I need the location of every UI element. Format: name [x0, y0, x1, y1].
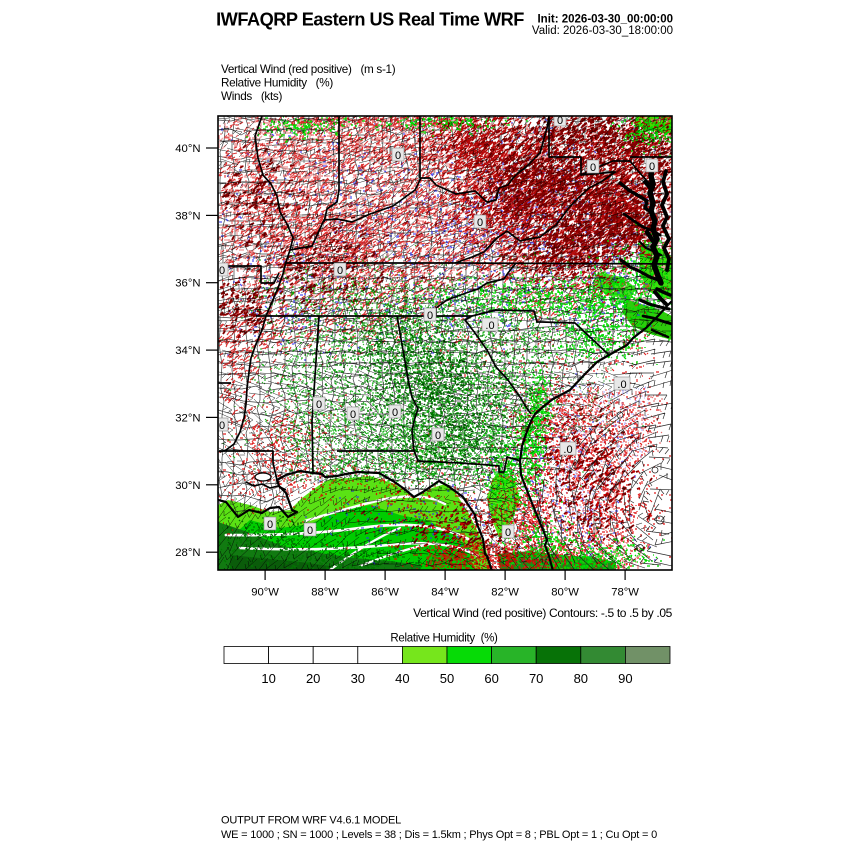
- svg-text:90: 90: [618, 671, 632, 686]
- svg-text:50: 50: [440, 671, 454, 686]
- svg-text:0: 0: [219, 420, 225, 432]
- svg-text:.0: .0: [563, 444, 572, 456]
- svg-text:70: 70: [529, 671, 543, 686]
- svg-text:38°N: 38°N: [175, 210, 200, 222]
- svg-text:0: 0: [505, 527, 511, 539]
- svg-text:0: 0: [392, 407, 398, 419]
- svg-text:90°W: 90°W: [251, 587, 279, 599]
- svg-text:0: 0: [649, 161, 655, 173]
- svg-text:10: 10: [261, 671, 275, 686]
- svg-text:32°N: 32°N: [175, 412, 200, 424]
- svg-text:20: 20: [306, 671, 320, 686]
- svg-text:0: 0: [395, 150, 401, 162]
- svg-text:Init: 2026-03-30_00:00:00: Init: 2026-03-30_00:00:00: [537, 14, 673, 26]
- svg-text:0: 0: [307, 525, 313, 537]
- svg-text:34°N: 34°N: [175, 345, 200, 357]
- svg-text:28°N: 28°N: [175, 547, 200, 559]
- svg-text:40°N: 40°N: [175, 143, 200, 155]
- svg-text:0: 0: [219, 265, 225, 277]
- svg-text:0: 0: [427, 310, 433, 322]
- svg-text:0: 0: [350, 409, 356, 421]
- svg-text:40: 40: [395, 671, 409, 686]
- svg-text:84°W: 84°W: [431, 587, 459, 599]
- svg-text:0: 0: [316, 399, 322, 411]
- svg-text:Relative Humidity (%): Relative Humidity (%): [390, 633, 498, 645]
- svg-text:86°W: 86°W: [371, 587, 399, 599]
- svg-text:80: 80: [574, 671, 588, 686]
- svg-text:36°N: 36°N: [175, 278, 200, 290]
- svg-text:Relative Humidity (%): Relative Humidity (%): [221, 77, 333, 90]
- svg-text:OUTPUT FROM WRF V4.6.1 MODEL: OUTPUT FROM WRF V4.6.1 MODEL: [221, 815, 401, 827]
- svg-text:0: 0: [337, 265, 343, 277]
- svg-text:78°W: 78°W: [611, 587, 639, 599]
- svg-text:82°W: 82°W: [491, 587, 519, 599]
- svg-text:Winds (kts): Winds (kts): [221, 90, 282, 103]
- svg-text:0: 0: [477, 217, 483, 229]
- svg-text:Vertical Wind (red positive) C: Vertical Wind (red positive) Contours: -…: [413, 606, 673, 620]
- svg-text:0: 0: [557, 115, 563, 127]
- svg-text:0: 0: [590, 162, 596, 174]
- svg-text:88°W: 88°W: [311, 587, 339, 599]
- svg-text:30: 30: [351, 671, 365, 686]
- svg-text:Valid: 2026-03-30_18:00:00: Valid: 2026-03-30_18:00:00: [532, 25, 673, 37]
- svg-text:Vertical Wind (red positive): Vertical Wind (red positive) (m s-1): [221, 63, 396, 76]
- svg-text:.0: .0: [485, 320, 494, 332]
- svg-text:0: 0: [267, 519, 273, 531]
- svg-text:80°W: 80°W: [551, 587, 579, 599]
- svg-text:WE = 1000 ; SN = 1000 ; Levels: WE = 1000 ; SN = 1000 ; Levels = 38 ; Di…: [221, 829, 657, 841]
- svg-text:IWFAQRP Eastern US Real Time W: IWFAQRP Eastern US Real Time WRF: [216, 10, 524, 30]
- svg-text:60: 60: [484, 671, 498, 686]
- svg-text:.0: .0: [617, 379, 626, 391]
- svg-text:0: 0: [435, 430, 441, 442]
- svg-text:30°N: 30°N: [175, 480, 200, 492]
